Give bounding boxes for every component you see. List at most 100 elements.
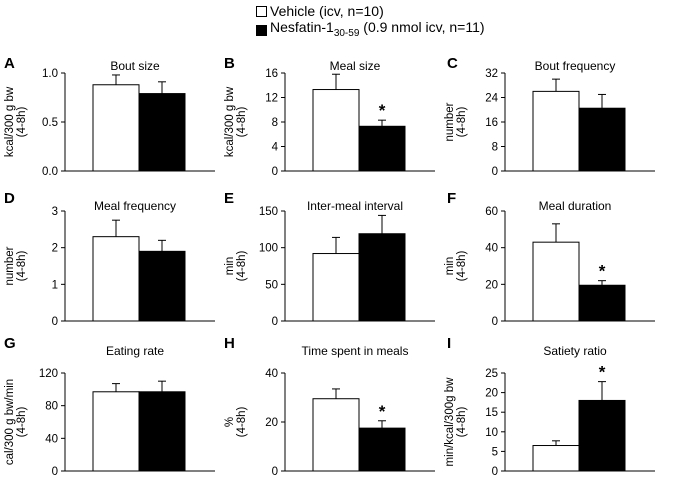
y-tick-label: 100 bbox=[259, 243, 278, 255]
y-tick-label: 25 bbox=[485, 368, 498, 380]
y-axis-label: number bbox=[4, 246, 16, 285]
bar-nesfatin bbox=[138, 250, 186, 322]
y-tick-label: 0 bbox=[492, 166, 498, 178]
y-tick-label: 0 bbox=[492, 466, 498, 477]
y-axis-label-period: (4-8h) bbox=[456, 250, 468, 281]
y-tick-label: 40 bbox=[45, 433, 58, 445]
y-tick-label: 0 bbox=[52, 466, 58, 477]
y-tick-label: 1.0 bbox=[42, 68, 58, 80]
bar-vehicle bbox=[532, 241, 580, 322]
y-axis-label-period: (4-8h) bbox=[16, 406, 28, 437]
y-tick-label: 4 bbox=[272, 142, 279, 154]
panel-f: F Meal duration min (4-8h) * 0 20 40 60 bbox=[444, 190, 655, 328]
panel-d: D Meal frequency number (4-8h) 0 1 2 3 bbox=[4, 190, 215, 328]
y-tick-label: 8 bbox=[272, 117, 278, 129]
panel-letter: B bbox=[224, 55, 235, 72]
panel-c: C Bout frequency number (4-8h) 0 8 16 24 32 bbox=[444, 55, 655, 178]
y-axis-label-period: (4-8h) bbox=[16, 106, 28, 137]
bar-vehicle bbox=[532, 445, 580, 472]
y-tick-label: 15 bbox=[485, 407, 498, 419]
y-tick-label: 60 bbox=[485, 206, 498, 218]
bar-vehicle bbox=[312, 89, 360, 172]
legend-label-nesfatin-prefix: Nesfatin-1 bbox=[270, 19, 334, 36]
y-tick-label: 0 bbox=[52, 316, 58, 328]
y-tick-label: 80 bbox=[45, 401, 58, 413]
panel-letter: E bbox=[224, 190, 234, 207]
significance-marker: * bbox=[379, 402, 386, 421]
y-tick-label: 150 bbox=[259, 206, 278, 218]
y-axis-label-period: (4-8h) bbox=[456, 106, 468, 137]
y-axis-label: cal/300 g bw/min bbox=[4, 379, 16, 465]
y-tick-label: 0 bbox=[272, 466, 278, 477]
y-tick-label: 5 bbox=[492, 446, 498, 458]
legend-label-nesfatin-suffix: (0.9 nmol icv, n=11) bbox=[359, 19, 485, 36]
panel-title: Meal size bbox=[330, 59, 381, 73]
panel-title: Time spent in meals bbox=[302, 344, 409, 358]
y-tick-label: 24 bbox=[485, 93, 498, 105]
y-tick-label: 50 bbox=[265, 279, 278, 291]
y-tick-label: 0 bbox=[492, 316, 498, 328]
panel-title: Inter-meal interval bbox=[307, 199, 403, 213]
y-tick-label: 120 bbox=[39, 368, 58, 380]
bar-nesfatin bbox=[358, 125, 406, 172]
y-tick-label: 10 bbox=[485, 427, 498, 439]
bar-vehicle bbox=[312, 398, 360, 472]
y-tick-label: 0 bbox=[272, 166, 278, 178]
panel-letter: F bbox=[447, 190, 456, 207]
panel-letter: D bbox=[4, 190, 15, 207]
panel-letter: G bbox=[4, 335, 16, 352]
y-axis-label: number bbox=[444, 102, 456, 141]
y-axis-label: min bbox=[444, 257, 456, 276]
legend-label-nesfatin: Nesfatin-130-59 (0.9 nmol icv, n=11) bbox=[270, 18, 485, 43]
bar-vehicle bbox=[92, 391, 140, 472]
legend-swatch-nesfatin bbox=[256, 25, 267, 36]
y-axis-label: % bbox=[224, 417, 236, 427]
panel-a: A Bout size kcal/300 g bw (4-8h) 0.0 0.5 1.0 bbox=[4, 55, 215, 178]
panel-title: Meal duration bbox=[539, 199, 612, 213]
y-axis-label: kcal/300 g bw bbox=[4, 86, 16, 157]
bar-vehicle bbox=[92, 84, 140, 172]
y-axis-label-period: (4-8h) bbox=[16, 250, 28, 281]
bar-vehicle bbox=[532, 90, 580, 172]
bar-nesfatin bbox=[578, 107, 626, 172]
bar-nesfatin bbox=[578, 284, 626, 322]
y-tick-label: 12 bbox=[265, 93, 278, 105]
legend-label-vehicle: Vehicle (icv, n=10) bbox=[270, 3, 384, 19]
bar-vehicle bbox=[312, 253, 360, 322]
y-tick-label: 2 bbox=[52, 243, 58, 255]
y-tick-label: 16 bbox=[265, 68, 278, 80]
significance-marker: * bbox=[379, 101, 386, 120]
y-axis-label: min/kcal/300g bw bbox=[444, 377, 456, 467]
panel-letter: I bbox=[447, 335, 451, 352]
panel-letter: H bbox=[224, 335, 235, 352]
bar-nesfatin bbox=[138, 93, 186, 172]
panel-i: I Satiety ratio min/kcal/300g bw (4-8h) * 0 5 1… bbox=[444, 335, 655, 477]
bar-nesfatin bbox=[578, 399, 626, 472]
y-axis-label-period: (4-8h) bbox=[236, 406, 248, 437]
panel-title: Eating rate bbox=[106, 344, 164, 358]
panel-letter: A bbox=[4, 55, 15, 72]
bar-nesfatin bbox=[358, 233, 406, 322]
panel-b: B Meal size kcal/300 g bw (4-8h) * 0 4 8 12 16 bbox=[224, 55, 435, 178]
y-tick-label: 20 bbox=[485, 279, 498, 291]
legend-label-nesfatin-sub: 30-59 bbox=[333, 27, 360, 39]
significance-marker: * bbox=[599, 363, 606, 382]
y-tick-label: 40 bbox=[265, 368, 278, 380]
panel-title: Satiety ratio bbox=[543, 344, 607, 358]
y-axis-label-period: (4-8h) bbox=[236, 106, 248, 137]
y-tick-label: 40 bbox=[485, 243, 498, 255]
legend: Vehicle (icv, n=10) Nesfatin-130-59 (0.9… bbox=[256, 2, 485, 40]
y-axis-label-period: (4-8h) bbox=[236, 250, 248, 281]
y-axis-label-period: (4-8h) bbox=[456, 406, 468, 437]
y-tick-label: 0.5 bbox=[42, 117, 58, 129]
panel-title: Bout size bbox=[110, 59, 160, 73]
y-tick-label: 3 bbox=[52, 206, 58, 218]
panel-letter: C bbox=[447, 55, 458, 72]
y-tick-label: 8 bbox=[492, 142, 498, 154]
legend-item-nesfatin: Nesfatin-130-59 (0.9 nmol icv, n=11) bbox=[256, 18, 485, 43]
bar-nesfatin bbox=[138, 391, 186, 472]
bar-vehicle bbox=[92, 236, 140, 322]
y-tick-label: 20 bbox=[265, 417, 278, 429]
y-tick-label: 32 bbox=[485, 68, 498, 80]
